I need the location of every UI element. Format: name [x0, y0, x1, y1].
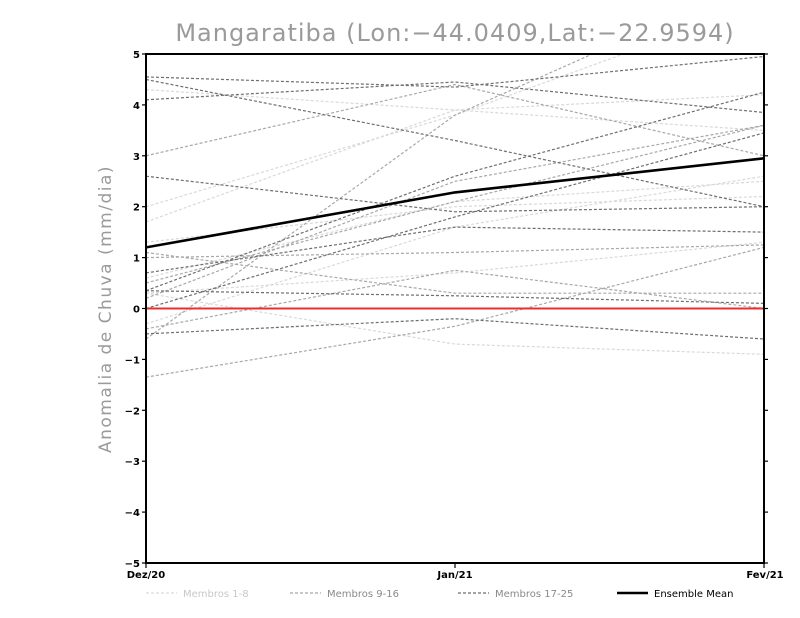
axis-layer: −5 −4 −3 −2 −1 0 1 2 3 4 5 Dez/20 Jan/21 Fev/21	[125, 50, 784, 581]
member-line-8	[146, 195, 764, 243]
member-line-4	[146, 180, 764, 279]
y-tick-label: −4	[125, 508, 140, 519]
member-line-14	[146, 124, 764, 299]
y-tick-label: 5	[133, 50, 140, 61]
member-line-22	[146, 132, 764, 310]
member-line-12	[146, 244, 764, 259]
member-line-5	[146, 241, 764, 294]
member-line-17	[146, 78, 764, 208]
y-tick-label: −3	[125, 457, 140, 468]
y-tick-label: 1	[133, 254, 140, 265]
chart-title: Mangaratiba (Lon:−44.0409,Lat:−22.9594)	[175, 19, 734, 47]
legend: Membros 1-8 Membros 9-16 Membros 17-25 Ense…	[146, 589, 733, 600]
member-line-13	[146, 124, 764, 284]
y-tick-label: −2	[125, 406, 140, 417]
y-tick-label: 3	[133, 152, 140, 163]
x-tick-label: Fev/21	[746, 570, 783, 581]
y-tick-label: 4	[133, 101, 140, 112]
series-layer	[146, 54, 764, 378]
member-line-9	[146, 54, 594, 340]
member-line-6	[146, 292, 764, 355]
x-tick-label: Dez/20	[127, 570, 166, 581]
member-line-10	[146, 83, 764, 157]
legend-label-2: Membros 9-16	[327, 589, 399, 600]
ensemble-mean-line	[146, 157, 764, 249]
member-line-19	[146, 55, 764, 88]
member-line-16	[146, 251, 764, 294]
legend-label-1: Membros 1-8	[183, 589, 249, 600]
y-tick-label: 0	[133, 305, 140, 316]
member-line-25	[146, 290, 764, 304]
member-line-18	[146, 81, 764, 114]
member-line-11	[146, 246, 764, 378]
y-tick-label: 2	[133, 203, 140, 214]
y-tick-label: −1	[125, 355, 140, 366]
member-line-23	[146, 318, 764, 340]
member-line-7	[146, 175, 764, 325]
y-axis-label: Anomalia de Chuva (mm/dia)	[96, 165, 116, 453]
member-line-15	[146, 269, 764, 330]
y-tick-label: −5	[125, 559, 140, 570]
member-line-3	[146, 89, 764, 131]
member-line-24	[146, 226, 764, 274]
legend-label-4: Ensemble Mean	[654, 589, 733, 600]
legend-label-3: Membros 17-25	[495, 589, 573, 600]
x-tick-label: Jan/21	[436, 570, 472, 581]
member-line-20	[146, 175, 764, 213]
